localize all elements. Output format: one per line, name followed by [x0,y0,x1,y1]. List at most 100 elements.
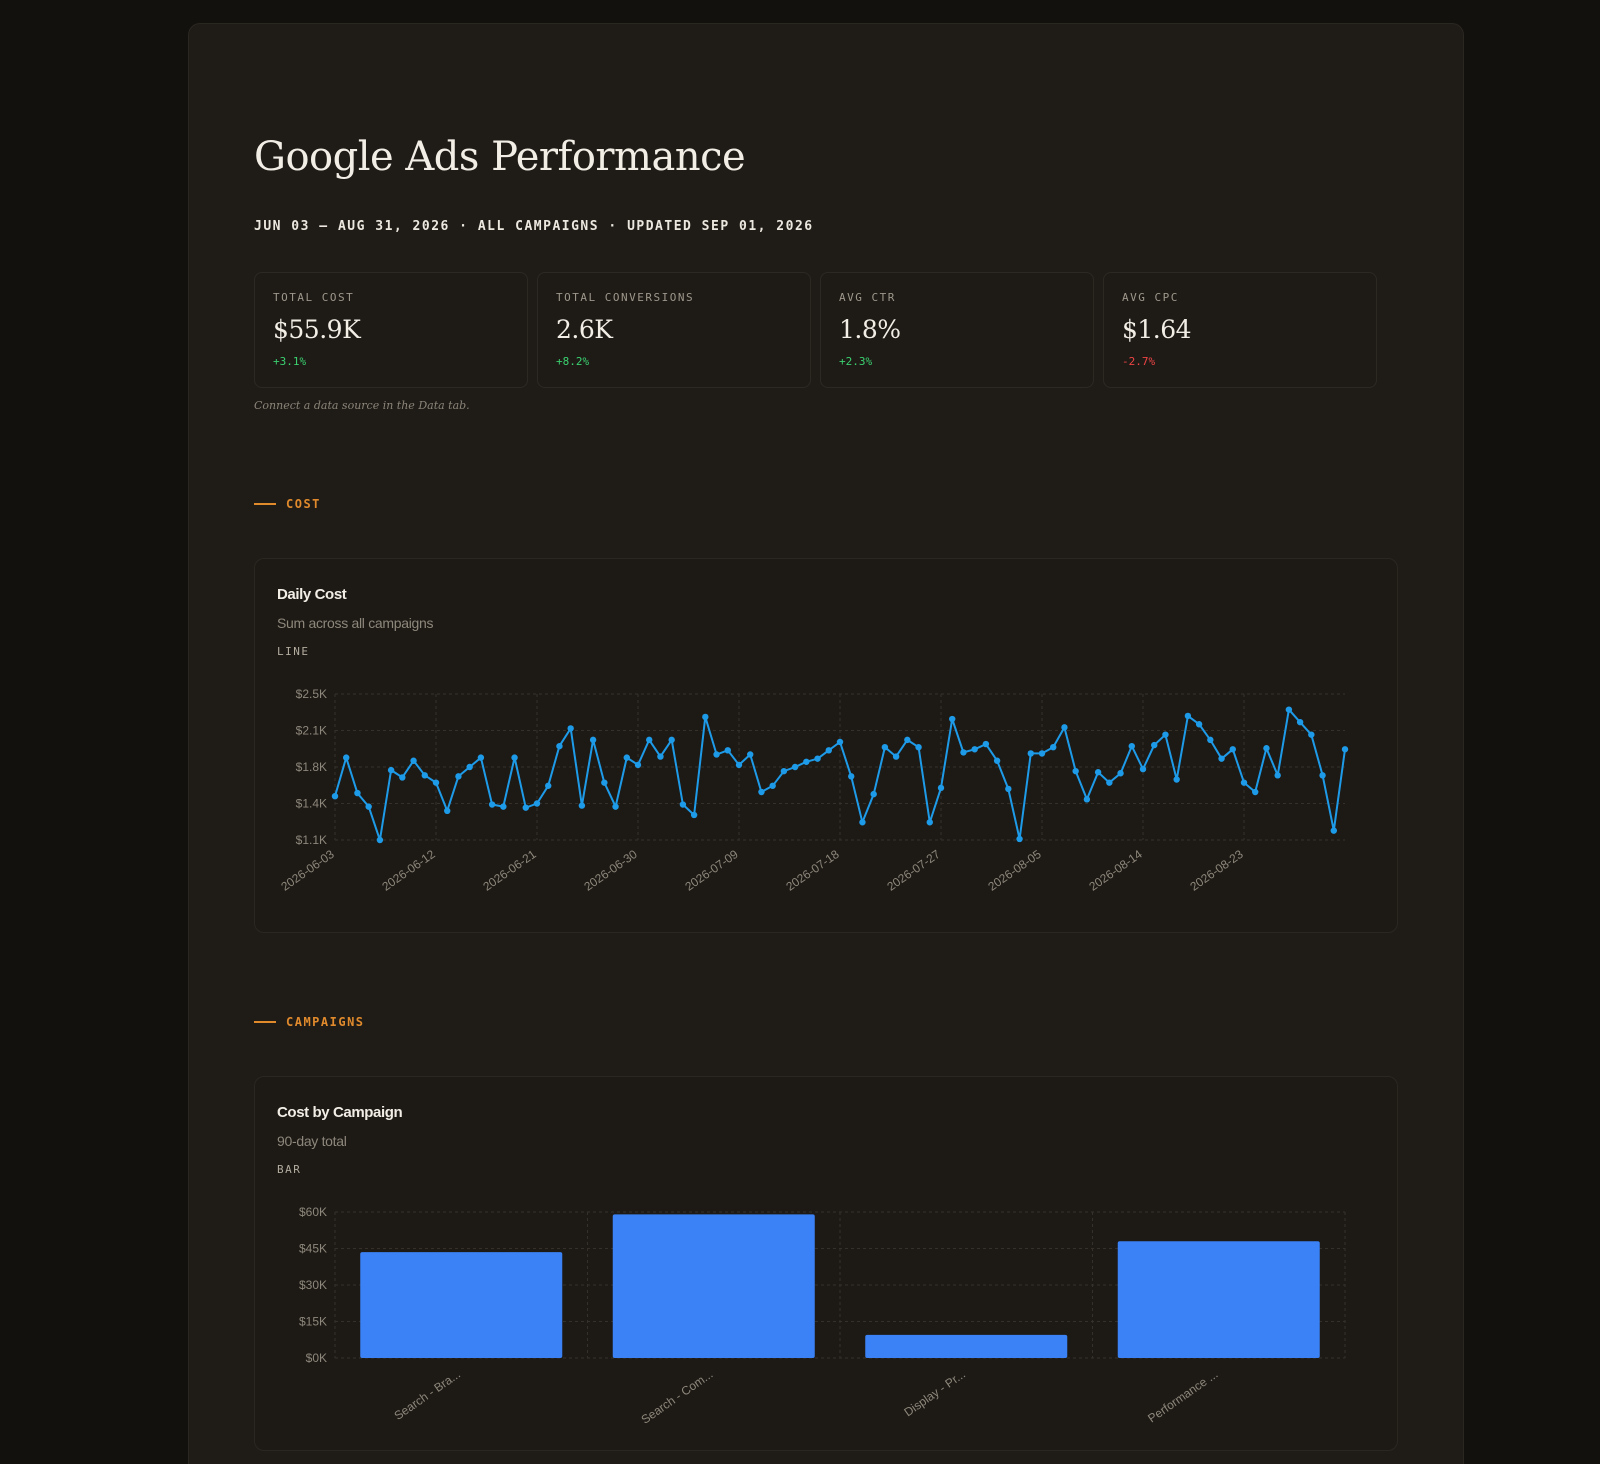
kpi-delta: +2.3% [839,355,873,368]
kpi-label: TOTAL COST [273,291,355,304]
cost-data-point [825,747,832,754]
dashboard-panel: Google Ads Performance JUN 03 – AUG 31, … [188,23,1464,1464]
cost-data-point [735,761,743,769]
kpi-delta: +8.2% [556,355,590,368]
x-tick-label: 2026-07-18 [783,847,842,894]
kpi-card-total-cost: TOTAL COST $55.9K +3.1% [254,272,528,388]
cost-data-point [971,746,978,753]
section-header-campaigns: CAMPAIGNS [254,1015,365,1029]
cost-data-point [960,749,967,756]
cost-data-point [1094,769,1102,776]
kpi-delta: -2.7% [1122,355,1156,368]
cost-data-point [1207,736,1214,744]
chart-type-label: BAR [277,1163,302,1176]
x-tick-label: 2026-06-12 [379,847,438,894]
cost-data-point [769,782,776,789]
section-label: CAMPAIGNS [286,1015,365,1029]
cost-data-point [488,801,496,808]
cost-by-campaign-chart-card: Cost by Campaign 90-day total BAR $60K $4… [254,1076,1398,1451]
cost-data-point [657,753,664,760]
y-tick-label: $30K [299,1278,327,1292]
cost-data-point [365,803,372,810]
kpi-delta: +3.1% [273,355,307,368]
cost-data-point [1274,772,1281,779]
kpi-card-avg-cpc: AVG CPC $1.64 -2.7% [1103,272,1377,388]
section-header-cost: COST [254,497,321,511]
cost-data-point [522,804,529,811]
cost-data-point [421,772,428,779]
cost-data-point [859,819,866,826]
cost-data-point [444,807,451,814]
x-tick-label: 2026-07-09 [682,847,741,894]
cost-data-point [1319,772,1326,779]
cost-data-point [713,751,720,758]
chart-subtitle: 90-day total [277,1133,347,1149]
kpi-card-total-conversions: TOTAL CONVERSIONS 2.6K +8.2% [537,272,811,388]
cost-data-point [623,754,630,761]
cost-data-point [1050,743,1057,751]
cost-data-point [679,801,687,808]
x-tick-label: Performance ... [1145,1367,1220,1426]
cost-data-point [780,767,788,775]
x-tick-label: 2026-07-27 [884,847,943,894]
cost-data-point [949,715,956,723]
cost-data-point [1038,750,1046,757]
campaign-bar [612,1214,815,1358]
cost-data-point [758,788,765,796]
cost-data-point [556,742,563,750]
cost-data-point [1005,785,1012,793]
cost-data-point [937,784,945,792]
daily-cost-chart-card: Daily Cost Sum across all campaigns LINE… [254,558,1398,933]
cost-data-point [533,800,541,807]
cost-data-point [601,779,608,786]
section-dash [254,503,276,505]
cost-data-point [500,803,507,810]
cost-data-point [668,736,675,744]
cost-data-point [376,836,384,844]
cost-data-point [993,757,1001,764]
cost-data-point [1285,706,1293,713]
cost-data-point [1263,745,1270,752]
cost-data-point [904,736,911,744]
cost-data-point [1106,779,1113,786]
cost-data-point [1016,835,1023,843]
cost-data-point [1061,724,1068,731]
cost-data-point [1173,776,1180,783]
cost-data-point [1308,731,1315,738]
date-range-subtitle: JUN 03 – AUG 31, 2026 · ALL CAMPAIGNS · … [254,219,814,234]
x-tick-label: 2026-08-14 [1086,847,1145,894]
cost-data-point [589,736,597,744]
x-tick-label: Search - Bra... [392,1367,463,1423]
cost-data-point [724,747,731,754]
cost-data-point [1195,721,1203,728]
x-tick-label: 2026-08-23 [1187,847,1246,894]
y-tick-label: $1.8K [296,760,327,774]
y-tick-label: $1.1K [296,833,327,847]
cost-data-point [343,754,350,761]
x-tick-label: Display - Pr... [901,1367,967,1419]
cost-data-point [1072,767,1079,775]
cost-data-point [477,754,485,761]
page-title: Google Ads Performance [254,134,746,180]
y-tick-label: $1.4K [296,797,327,811]
x-tick-label: 2026-06-30 [581,847,640,894]
cost-data-point [702,713,709,721]
cost-data-point [1117,770,1124,777]
cost-data-point [455,773,462,780]
cost-by-campaign-bar-chart: $60K $45K $30K $15K $0K Search - Bra... Search… [299,1205,1346,1427]
campaign-bar [1117,1241,1320,1358]
campaign-bar [865,1334,1068,1358]
chart-title: Daily Cost [277,586,347,603]
y-tick-label: $60K [299,1205,327,1219]
kpi-value: 1.8% [839,315,901,344]
cost-data-point [982,740,990,748]
cost-data-point [690,811,698,819]
chart-subtitle: Sum across all campaigns [277,615,434,631]
cost-data-point [646,736,653,744]
cost-data-point [1218,755,1225,762]
cost-data-point [612,803,619,810]
section-label: COST [286,497,321,511]
cost-data-point [567,725,574,732]
cost-data-point [836,738,844,746]
